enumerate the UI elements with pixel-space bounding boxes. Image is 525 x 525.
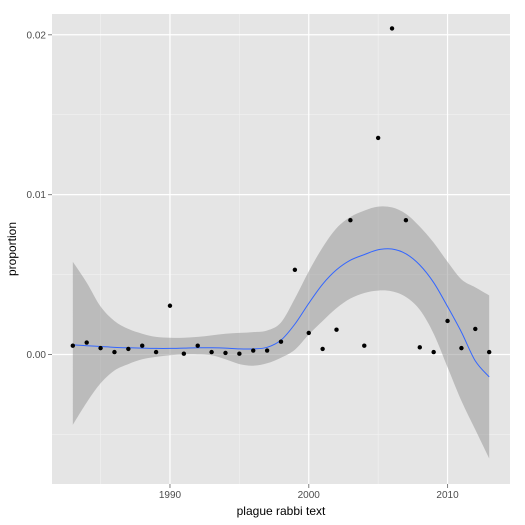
data-point (126, 346, 131, 352)
y-axis: 0.00 0.01 0.02 (27, 30, 52, 361)
data-point (431, 349, 436, 355)
data-point (112, 349, 117, 355)
data-point (70, 343, 76, 348)
data-point (486, 349, 492, 355)
y-tick-label: 0.02 (27, 30, 47, 41)
x-tick-label: 2010 (436, 490, 459, 501)
x-tick-label: 2000 (298, 490, 321, 501)
data-point (195, 343, 200, 348)
data-point (389, 26, 395, 31)
data-point (84, 340, 89, 345)
data-point (251, 348, 256, 353)
x-axis-title: plague rabbi text (237, 504, 326, 518)
y-axis-title: proportion (5, 222, 19, 276)
data-point (181, 351, 187, 356)
data-point (167, 303, 173, 308)
data-point (473, 326, 478, 332)
data-point (209, 349, 214, 355)
x-axis: 1990 2000 2010 (159, 484, 459, 501)
confidence-ribbon (72, 206, 490, 459)
data-point (375, 135, 381, 141)
y-tick-label: 0.01 (27, 190, 47, 201)
data-points (70, 26, 492, 356)
data-point (362, 343, 367, 348)
data-point (278, 339, 284, 344)
data-point (153, 349, 159, 355)
data-point (445, 318, 450, 324)
data-point (98, 345, 103, 351)
data-point (223, 350, 228, 356)
plot-panel (52, 14, 510, 484)
data-point (403, 218, 409, 223)
data-point (320, 346, 325, 352)
data-point (264, 348, 270, 353)
x-tick-label: 1990 (159, 490, 182, 501)
data-point (334, 327, 339, 332)
data-point (237, 351, 242, 356)
data-point (140, 343, 145, 348)
data-point (348, 218, 353, 223)
data-point (292, 267, 298, 272)
data-point (459, 345, 464, 351)
y-tick-label: 0.00 (27, 350, 47, 361)
data-point (417, 345, 422, 350)
data-point (306, 330, 311, 336)
